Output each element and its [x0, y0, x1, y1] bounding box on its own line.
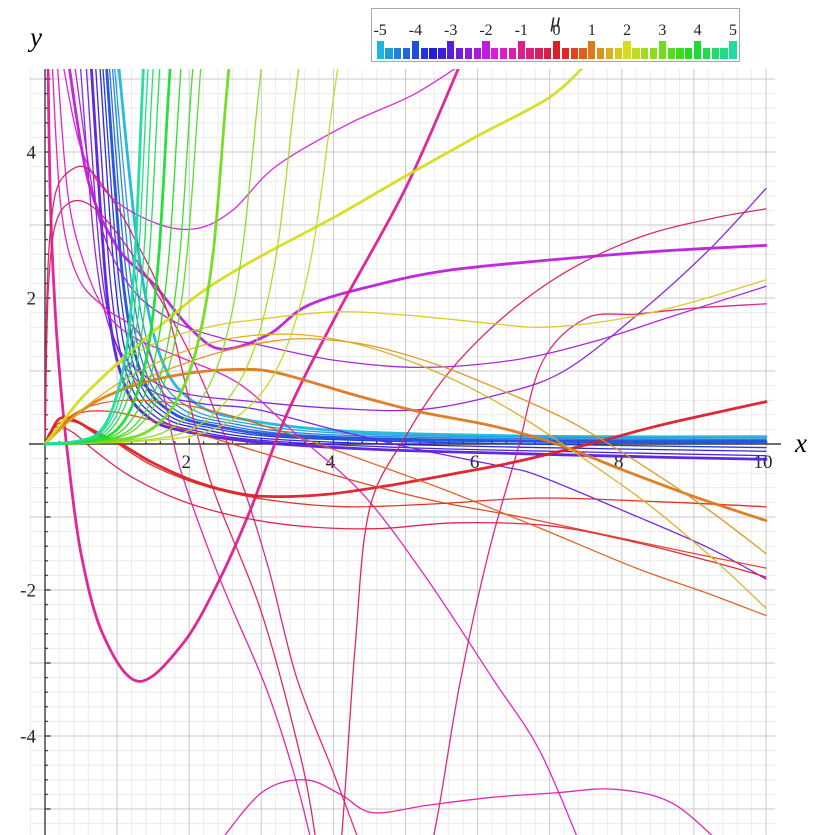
- curve-mu-3: [43, 69, 231, 446]
- legend-swatch-mu-2.25: [632, 47, 640, 59]
- curve-mu--4.5: [111, 69, 767, 441]
- legend-swatch-mu-1.5: [605, 47, 614, 59]
- legend-swatch-mu-2: [623, 41, 631, 59]
- curve-mu--3.75: [102, 69, 767, 449]
- legend-swatch-mu--4.75: [385, 47, 393, 59]
- curve-mu-1.5: [44, 333, 767, 609]
- legend-tick-label: 0: [552, 22, 561, 39]
- legend-swatch-mu-1: [588, 41, 596, 59]
- curve-mu--3: [90, 69, 768, 461]
- curve-family: [43, 69, 768, 835]
- grid-major: [29, 69, 775, 835]
- legend-tick-label: -4: [408, 22, 423, 39]
- x-tick-label: 10: [754, 452, 773, 473]
- legend-tick-label: 1: [587, 22, 596, 39]
- legend-tick-label: 3: [658, 22, 667, 39]
- curve-mu--1.25: [51, 69, 311, 835]
- legend-swatch-mu--0.25: [544, 47, 552, 59]
- legend-swatch-mu-0.75: [579, 47, 587, 59]
- legend-swatch-mu--3.5: [429, 47, 437, 59]
- x-tick-label: 4: [326, 452, 336, 473]
- curve-mu--1.5: [57, 69, 578, 835]
- legend-swatch-mu-4: [694, 41, 702, 59]
- legend-swatch-mu-3.25: [667, 47, 675, 59]
- legend-swatch-mu--2: [482, 41, 490, 59]
- legend-swatch-mu-3.5: [676, 47, 684, 59]
- legend-swatch-mu--5: [376, 41, 384, 59]
- curve-mu--2.5: [80, 69, 767, 412]
- x-tick-label: 8: [614, 452, 624, 473]
- curve-mu-2.25: [44, 69, 339, 445]
- legend-tick-label: -2: [479, 22, 493, 39]
- curve-mu-2.5: [44, 69, 300, 445]
- legend-tick-label: -3: [444, 22, 458, 39]
- legend-swatch-mu--4.5: [394, 47, 402, 59]
- legend-swatch-mu-5: [729, 41, 737, 59]
- curve-mu--2: [68, 69, 768, 351]
- tick-labels: 2 4 6 8 10 4 2 -2 -4: [20, 143, 772, 748]
- curve-mu--2.25: [74, 69, 767, 369]
- legend-swatch-mu--1: [517, 41, 525, 59]
- legend-swatch-mu-0.5: [570, 47, 578, 59]
- y-tick-label: -2: [20, 581, 36, 602]
- legend-swatch-mu-4.5: [711, 47, 719, 59]
- x-axis-label: x: [795, 428, 807, 458]
- legend-swatch-mu-3.75: [685, 47, 693, 59]
- legend-swatch-mu-4.75: [720, 47, 728, 59]
- legend-swatch-mu--4: [411, 41, 420, 59]
- legend-swatch-mu--4.25: [402, 47, 411, 59]
- curve-mu--1.75: [63, 69, 456, 231]
- legend-swatch-mu-3: [658, 41, 667, 59]
- legend-tick-label: 4: [693, 22, 702, 39]
- curve-mu-1.25: [44, 338, 767, 555]
- legend-swatch-mu--2.5: [464, 47, 472, 59]
- legend-tick-label: 5: [728, 22, 737, 39]
- curve-mu-4: [43, 69, 172, 446]
- y-tick-label: 2: [27, 289, 37, 310]
- legend-swatch-mu--1.25: [508, 47, 517, 59]
- curve-mu--0.5: [44, 165, 767, 835]
- curve-mu--0.25: [44, 425, 767, 578]
- curve-mu--1.25: [224, 779, 713, 835]
- curve-mu-0.75: [44, 399, 767, 617]
- legend-swatch-mu--1.5: [499, 47, 508, 59]
- legend-swatch-mu--1.75: [491, 47, 499, 59]
- colorbar-legend: μ -5 -4 -3 -2 -1 0 1 2 3 4 5: [371, 8, 740, 62]
- legend-swatch-mu--2.25: [473, 47, 481, 59]
- legend-swatch-mu--0.75: [526, 47, 534, 59]
- legend-title: μ: [550, 10, 561, 32]
- legend-swatch-mu-0.25: [561, 47, 570, 59]
- legend-tick-label: -5: [373, 22, 387, 39]
- legend-swatch-mu--3: [447, 41, 455, 59]
- x-tick-label: 6: [470, 452, 480, 473]
- legend-swatch-mu--2.75: [455, 47, 464, 59]
- legend-tick-label: 2: [623, 22, 632, 39]
- legend-swatch-mu-1.75: [614, 47, 622, 59]
- curve-mu--5: [117, 69, 768, 439]
- x-tick-label: 2: [181, 452, 191, 473]
- curve-mu--0.75: [44, 200, 767, 835]
- y-tick-label: -4: [20, 727, 36, 748]
- grid-minor: [29, 69, 775, 835]
- legend-swatch-mu-0: [552, 41, 561, 59]
- curve-mu-2: [43, 69, 584, 446]
- legend-swatch-mu-2.5: [641, 47, 649, 59]
- y-tick-label: 4: [27, 143, 37, 164]
- curve-mu--1: [46, 69, 460, 683]
- legend-swatch-mu-2.75: [649, 47, 658, 59]
- legend-swatch-mu-4.25: [702, 47, 711, 59]
- y-axis-label: y: [30, 22, 42, 52]
- legend-tick-label: -1: [514, 22, 528, 39]
- legend-swatch-mu--3.75: [420, 47, 428, 59]
- curve-mu--2.75: [85, 69, 767, 580]
- curve-mu-5: [43, 69, 145, 446]
- curve-mu-1: [43, 367, 768, 522]
- legend-swatch-mu--3.25: [438, 47, 446, 59]
- legend-swatch-mu-1.25: [597, 47, 605, 59]
- legend-swatch-mu--0.5: [535, 47, 543, 59]
